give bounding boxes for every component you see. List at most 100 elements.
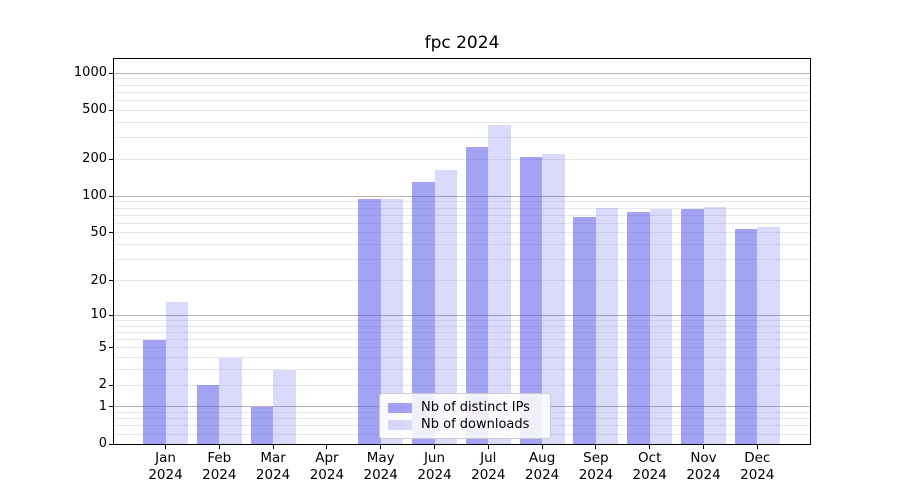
gridline-minor [114,357,810,359]
gridline-minor [114,201,810,203]
y-tick-mark [109,195,113,197]
x-tick-month: Jun [423,450,446,466]
y-tick-label: 2 [98,377,107,393]
gridline-minor [114,384,810,386]
x-tick-year: 2024 [686,466,721,483]
x-tick-mark [434,445,435,449]
x-tick-month: May [366,450,395,466]
x-tick-mark [487,445,489,449]
y-tick-mark [109,406,113,408]
chart-title: fpc 2024 [424,33,500,53]
y-tick-mark [109,347,113,349]
bar-nb-of-distinct-ips-jan [143,339,166,444]
legend-row-downloads: Nb of downloads [388,416,542,433]
bar-nb-of-downloads-aug [542,154,565,444]
x-tick-year: 2024 [417,466,452,483]
x-tick-month: Feb [207,450,232,466]
x-tick-mark [218,445,220,449]
y-tick-label: 50 [90,224,107,240]
x-tick-mark [756,445,758,449]
bar-nb-of-distinct-ips-sep [573,216,596,444]
gridline-minor [114,280,810,282]
x-tick-mark [326,445,328,449]
x-tick-mark [595,445,597,449]
x-tick-month: Mar [260,450,286,466]
bar-nb-of-downloads-sep [595,208,619,444]
x-tick-label: Dec 2024 [715,450,799,484]
gridline-minor [114,214,810,216]
x-tick-year: 2024 [309,466,345,483]
y-tick-mark [109,384,113,386]
legend-swatch-distinct-ips [388,402,412,413]
x-tick-month: Aug [528,450,556,466]
x-tick-label: Jun 2024 [393,450,477,484]
gridline-minor [114,222,810,224]
bar-nb-of-distinct-ips-feb [196,385,220,444]
y-tick-mark [109,232,113,234]
x-tick-label: Mar 2024 [231,450,315,484]
y-tick-mark [109,280,113,282]
legend-label-distinct-ips: Nb of distinct IPs [421,400,530,415]
gridline-minor [114,232,810,234]
gridline-minor [114,137,810,139]
x-tick-month: Sep [583,450,609,466]
bar-nb-of-downloads-jan [165,302,188,444]
y-tick-label: 1 [98,398,107,414]
y-tick-label: 0 [98,436,107,451]
x-tick-label: Aug 2024 [500,450,584,484]
y-tick-label: 200 [82,151,107,167]
x-tick-year: 2024 [740,466,775,483]
x-tick-label: Sep 2024 [554,450,638,484]
y-tick-mark [109,314,113,316]
x-tick-month: Dec [744,450,771,466]
legend-row-distinct-ips: Nb of distinct IPs [388,399,542,416]
gridline-major [114,72,810,74]
x-tick-year: 2024 [524,466,560,483]
bar-nb-of-distinct-ips-aug [519,156,543,444]
y-tick-label: 100 [82,188,107,204]
bar-nb-of-downloads-nov [703,207,726,444]
x-tick-label: Feb 2024 [177,450,261,484]
x-tick-year: 2024 [632,466,667,483]
x-tick-label: Oct 2024 [608,450,692,484]
x-tick-year: 2024 [578,466,614,483]
x-tick-mark [649,445,651,449]
legend-swatch-downloads [388,419,412,430]
bar-nb-of-distinct-ips-dec [734,228,758,444]
x-tick-year: 2024 [202,466,237,483]
gridline-minor [114,78,810,80]
legend-label-downloads: Nb of downloads [421,417,530,432]
y-tick-label: 10 [90,307,107,323]
gridline-minor [114,99,810,101]
gridline-major [114,195,810,197]
x-tick-mark [380,445,382,449]
bar-nb-of-downloads-mar [273,369,296,444]
gridline-minor [114,207,810,209]
x-tick-year: 2024 [471,466,506,483]
gridline-minor [114,109,810,111]
bar-nb-of-downloads-jun [434,169,457,444]
bar-nb-of-downloads-dec [757,226,780,444]
x-tick-month: Oct [638,450,662,466]
bar-nb-of-distinct-ips-jul [465,147,489,444]
bar-nb-of-downloads-jul [488,124,511,444]
y-tick-mark [109,109,113,111]
bar-nb-of-distinct-ips-nov [681,209,704,444]
x-tick-mark [165,445,166,449]
gridline-minor [114,331,810,333]
bar-nb-of-distinct-ips-may [358,198,381,444]
gridline-minor [114,369,810,371]
gridline-minor [114,121,810,123]
gridline-minor [114,259,810,261]
plot-area: Nb of distinct IPs Nb of downloads [113,58,811,445]
bar-nb-of-distinct-ips-jun [412,182,435,444]
x-tick-label: Nov 2024 [662,450,746,484]
x-tick-label: May 2024 [339,450,423,484]
gridline-minor [114,347,810,349]
x-tick-month: Nov [690,450,717,466]
gridline-minor [114,84,810,86]
y-tick-label: 1000 [73,65,107,81]
bar-nb-of-downloads-oct [649,208,673,444]
bar-nb-of-distinct-ips-mar [250,406,274,444]
x-tick-label: Jan 2024 [124,450,208,484]
